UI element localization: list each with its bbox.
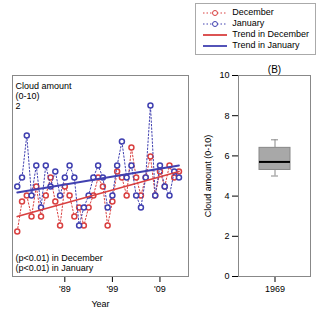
svg-text:'09: '09: [154, 284, 166, 294]
svg-text:'89: '89: [59, 284, 71, 294]
svg-text:6: 6: [224, 151, 229, 161]
svg-text:(p<0.01) in December: (p<0.01) in December: [16, 253, 103, 263]
svg-text:8: 8: [224, 111, 229, 121]
svg-text:(B): (B): [268, 64, 281, 75]
svg-text:Cloud amount (0-10): Cloud amount (0-10): [203, 135, 213, 218]
html-text:December: December: [232, 7, 274, 17]
html-text:January: January: [232, 18, 265, 28]
svg-text:0: 0: [224, 271, 229, 281]
svg-text:2: 2: [224, 231, 229, 241]
svg-text:(p<0.01) in January: (p<0.01) in January: [16, 263, 94, 273]
svg-text:2: 2: [16, 101, 21, 111]
svg-text:4: 4: [224, 191, 229, 201]
svg-text:'99: '99: [107, 284, 119, 294]
svg-text:Year: Year: [91, 299, 109, 309]
svg-text:(0-10): (0-10): [16, 91, 40, 101]
svg-text:1969: 1969: [265, 284, 285, 294]
html-text:Trend in January: Trend in January: [232, 40, 300, 50]
html-text:Trend in December: Trend in December: [232, 29, 309, 39]
svg-text:10: 10: [219, 70, 229, 80]
svg-text:Cloud amount: Cloud amount: [16, 81, 73, 91]
